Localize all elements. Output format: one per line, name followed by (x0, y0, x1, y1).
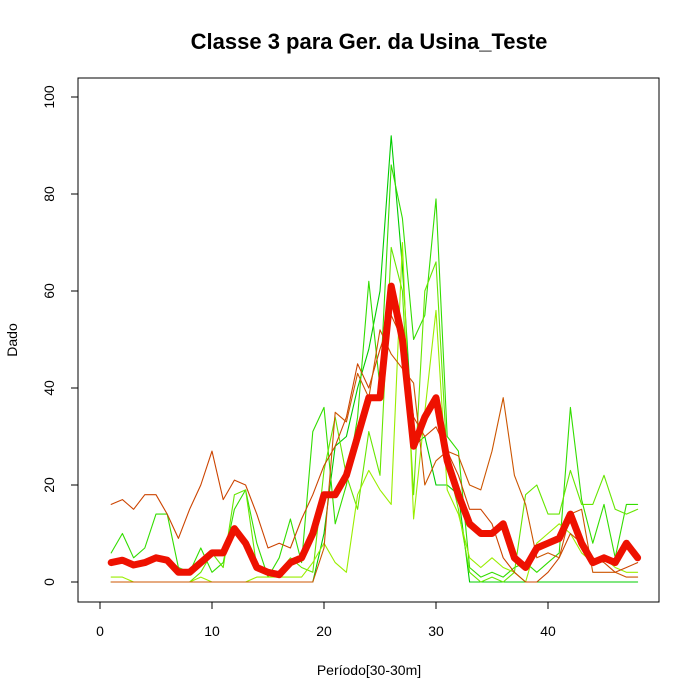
series-line-4 (110, 241, 639, 583)
y-tick-label: 60 (41, 283, 57, 299)
x-tick-label: 0 (96, 623, 104, 639)
x-axis: 0 10 20 30 40 (96, 601, 556, 639)
series-line-1 (110, 135, 639, 583)
y-axis: 0 20 40 60 80 100 (41, 85, 79, 586)
series-line-6 (110, 329, 639, 583)
series-line-5 (110, 314, 639, 583)
y-tick-label: 0 (41, 578, 57, 586)
x-tick-label: 30 (428, 623, 444, 639)
series-line-mean (107, 282, 642, 579)
y-tick-label: 20 (41, 477, 57, 493)
series-layer (107, 135, 642, 583)
x-tick-label: 10 (204, 623, 220, 639)
x-tick-label: 40 (540, 623, 556, 639)
x-axis-label: Período[30-30m] (317, 662, 421, 678)
y-tick-label: 40 (41, 380, 57, 396)
y-axis-label: Dado (4, 323, 20, 357)
series-line-2 (110, 164, 639, 578)
series-line-3 (110, 246, 639, 583)
x-tick-label: 20 (316, 623, 332, 639)
y-tick-label: 80 (41, 186, 57, 202)
y-tick-label: 100 (41, 85, 57, 109)
chart-title: Classe 3 para Ger. da Usina_Teste (191, 29, 548, 54)
